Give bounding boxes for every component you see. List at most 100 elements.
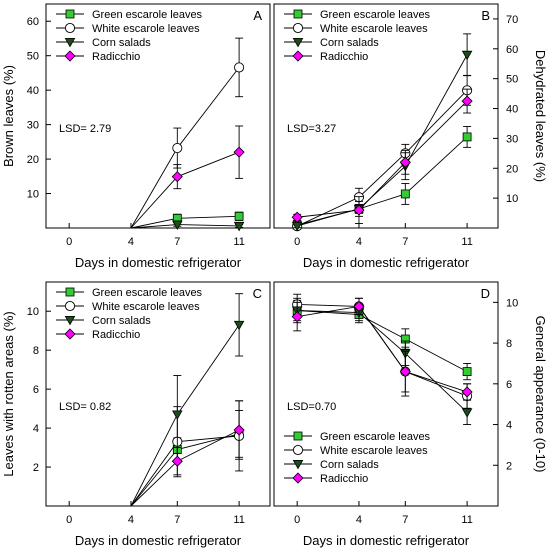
series-line [130, 215, 240, 229]
data-point [172, 410, 183, 420]
y-axis-label: General appearance (0-10) [533, 316, 546, 473]
data-point [462, 367, 472, 377]
legend-marker [292, 38, 304, 48]
y-tick-label: 30 [27, 120, 39, 132]
series-line [297, 310, 468, 413]
data-point [461, 50, 473, 61]
x-tick-label: 11 [233, 236, 244, 248]
legend-marker [64, 328, 76, 340]
series-line [130, 324, 240, 507]
y-tick-label: 2 [506, 460, 512, 472]
legend-label: White escarole leaves [92, 23, 200, 35]
legend-label: Radicchio [320, 51, 368, 63]
data-point [461, 95, 473, 107]
legend-label: Radicchio [92, 329, 140, 341]
panel-letter: D [481, 286, 490, 301]
x-tick-label: 7 [402, 514, 408, 526]
x-tick-label: 7 [402, 236, 408, 248]
y-tick-label: 6 [33, 384, 39, 396]
legend-label: Radicchio [320, 473, 368, 485]
panel-letter: C [253, 286, 262, 301]
data-point [461, 386, 473, 398]
y-tick-label: 60 [506, 44, 518, 56]
x-tick-label: 11 [461, 236, 472, 248]
y-tick-label: 8 [33, 345, 39, 357]
legend-marker [292, 472, 304, 484]
legend-marker [64, 50, 76, 62]
series-line [130, 67, 240, 229]
data-point [234, 211, 244, 221]
data-point [399, 156, 411, 168]
data-point [172, 142, 183, 154]
legend-marker [293, 9, 303, 19]
data-point [400, 189, 410, 199]
lsd-annotation: LSD=0.70 [287, 401, 336, 413]
lsd-annotation: LSD= 2.79 [59, 123, 111, 135]
y-tick-label: 20 [27, 154, 39, 166]
legend-label: White escarole leaves [320, 445, 428, 457]
y-tick-label: 6 [506, 379, 512, 391]
x-tick-label: 7 [174, 514, 180, 526]
legend-label: Green escarole leaves [320, 431, 431, 443]
x-tick-label: 4 [128, 236, 134, 248]
panel-letter: A [253, 8, 262, 23]
x-tick-label: 4 [356, 514, 362, 526]
y-axis-label: Brown leaves (%) [1, 65, 16, 167]
legend-label: White escarole leaves [320, 23, 428, 35]
lsd-annotation: LSD=3.27 [287, 123, 336, 135]
data-point [291, 211, 303, 223]
x-axis-label: Days in domestic refrigerator [303, 255, 470, 270]
panel-d: D 2 4 6 8 10 General appearance (0-10) 0 4 7 11 Day… [273, 281, 546, 548]
y-tick-label: 50 [506, 74, 518, 86]
data-point [172, 220, 183, 230]
data-point [399, 366, 411, 378]
legend-label: Corn salads [320, 459, 379, 471]
y-tick-label: 10 [506, 193, 518, 205]
legend-marker [292, 444, 304, 456]
y-tick-label: 4 [506, 420, 512, 432]
data-point [233, 221, 245, 232]
y-tick-label: 20 [506, 163, 518, 175]
data-point [462, 132, 472, 142]
y-tick-label: 60 [27, 16, 39, 28]
data-point [291, 311, 303, 323]
data-point [233, 424, 245, 436]
series-line [297, 303, 468, 397]
x-tick-label: 11 [461, 514, 472, 526]
x-tick-label: 0 [294, 514, 300, 526]
data-point [171, 455, 183, 467]
data-point [233, 320, 245, 331]
y-tick-label: 40 [27, 85, 39, 97]
x-tick-label: 0 [66, 514, 72, 526]
x-tick-label: 7 [174, 236, 180, 248]
y-tick-label: 10 [27, 189, 39, 201]
data-point [353, 204, 365, 216]
series-line [130, 435, 240, 507]
legend-marker [65, 287, 75, 297]
panel-frame [273, 281, 499, 507]
legend-label: Green escarole leaves [92, 287, 203, 299]
panel-b: B 10 20 30 40 50 60 70 Dehydrated leaves (%) 0 4 7 1… [273, 3, 546, 270]
series-line [297, 305, 468, 393]
x-tick-label: 0 [294, 236, 300, 248]
legend-label: Green escarole leaves [92, 9, 203, 21]
series-line [297, 100, 468, 218]
legend-marker [293, 431, 303, 441]
data-point [233, 146, 245, 158]
legend-marker [64, 315, 76, 326]
legend-label: White escarole leaves [92, 301, 200, 313]
y-tick-label: 70 [506, 14, 518, 26]
panel-letter: B [481, 8, 490, 23]
x-axis-label: Days in domestic refrigerator [75, 255, 242, 270]
data-point [353, 300, 365, 313]
legend-marker [292, 459, 304, 470]
y-tick-label: 10 [506, 297, 518, 309]
lsd-annotation: LSD= 0.82 [59, 401, 111, 413]
series-line [297, 310, 468, 372]
legend-marker [64, 300, 76, 312]
legend-marker [64, 22, 76, 34]
x-axis-label: Days in domestic refrigerator [75, 533, 242, 548]
legend-marker [65, 9, 75, 19]
y-tick-label: 50 [27, 51, 39, 63]
